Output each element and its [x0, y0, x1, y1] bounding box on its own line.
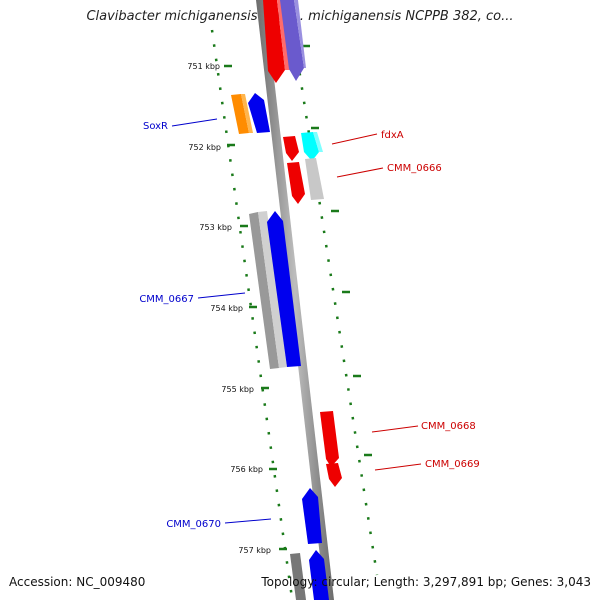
- tick-label: 751 kbp: [187, 62, 220, 71]
- gene-label-soxr: SoxR: [143, 121, 168, 132]
- tick-label: 753 kbp: [199, 223, 232, 232]
- tick-label: 755 kbp: [221, 385, 254, 394]
- gene-arrow: [283, 136, 299, 161]
- gene-arrow: [258, 211, 287, 368]
- gene-arrow: [305, 158, 324, 200]
- gene-arrow: [248, 93, 270, 133]
- right-tick-track: [291, 29, 379, 576]
- gene-arrow: [294, 0, 306, 68]
- gene-arrow: [313, 132, 323, 152]
- gene-arrow: [287, 162, 305, 204]
- gene-arrow: [280, 0, 304, 81]
- gene-arrow: [320, 411, 339, 467]
- forward-strand-genes[interactable]: [263, 0, 342, 487]
- gene-label-cmm-0666: CMM_0666: [387, 163, 442, 174]
- genome-backbone: [256, 0, 334, 600]
- gene-arrow: [290, 553, 306, 600]
- tick-label: 756 kbp: [230, 465, 263, 474]
- gene-label-cmm-0668: CMM_0668: [421, 421, 476, 432]
- gene-arrow: [326, 463, 342, 487]
- gene-label-cmm-0670: CMM_0670: [166, 519, 221, 530]
- gene-label-cmm-0669: CMM_0669: [425, 459, 480, 470]
- gene-arrow: [241, 94, 253, 133]
- tick-label: 754 kbp: [210, 304, 243, 313]
- genome-summary-text: Topology: circular; Length: 3,297,891 bp…: [261, 575, 591, 589]
- gene-labels[interactable]: SoxR fdxA CMM_0666 CMM_0667 CMM_0668 CMM…: [139, 121, 479, 530]
- tick-label: 757 kbp: [238, 546, 271, 555]
- tick-label: 752 kbp: [188, 143, 221, 152]
- accession-text: Accession: NC_009480: [9, 575, 146, 589]
- gene-arrow: [263, 0, 285, 83]
- kbp-labels: 751 kbp 752 kbp 753 kbp 754 kbp 755 kbp …: [187, 62, 271, 555]
- callout-lines: [171, 118, 422, 524]
- gene-label-fdxa: fdxA: [381, 130, 404, 141]
- gene-arrow: [309, 550, 329, 600]
- gene-arrow: [231, 94, 249, 134]
- major-ticks: [224, 44, 372, 551]
- gene-arrow: [267, 211, 301, 367]
- gene-label-cmm-0667: CMM_0667: [139, 294, 194, 305]
- gene-arrow: [249, 212, 279, 369]
- gene-arrow: [302, 488, 322, 544]
- reverse-strand-genes[interactable]: [231, 93, 329, 600]
- map-title: Clavibacter michiganensis subsp. michiga…: [86, 9, 514, 24]
- gene-arrow: [301, 132, 319, 161]
